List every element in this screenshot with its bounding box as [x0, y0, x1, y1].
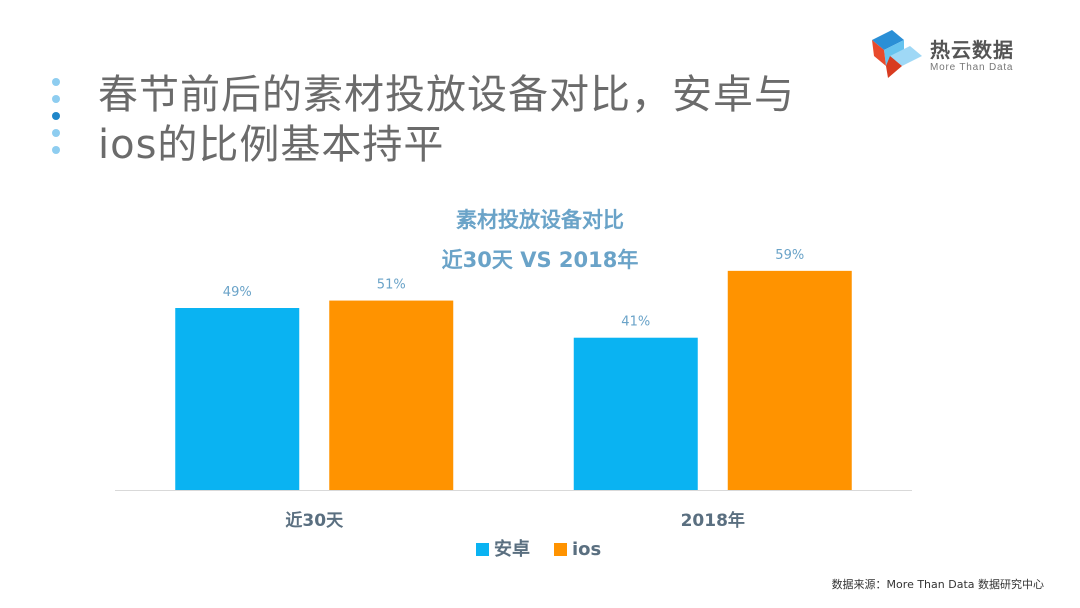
bullet-dot-icon [52, 112, 60, 120]
title-bullet-dots [52, 78, 64, 163]
bar-安卓-近30天 [175, 308, 300, 490]
logo-name: 热云数据 [930, 38, 1014, 62]
data-label: 59% [775, 248, 804, 263]
slide-title: 春节前后的素材投放设备对比，安卓与ios的比例基本持平 [98, 72, 795, 168]
source-note: 数据来源：More Than Data 数据研究中心 [831, 578, 1044, 591]
legend-swatch [476, 543, 489, 556]
cube-logo-icon [872, 30, 922, 78]
legend-label: ios [572, 539, 601, 560]
chart-subtitle: 近30天 VS 2018年 [441, 248, 639, 272]
bar-ios-近30天 [329, 300, 454, 490]
x-tick-label: 近30天 [285, 510, 344, 531]
chart-title: 素材投放设备对比 [456, 208, 624, 232]
bullet-dot-icon [52, 78, 60, 86]
bullet-dot-icon [52, 146, 60, 154]
data-label: 51% [377, 278, 406, 293]
bar-安卓-2018年 [573, 337, 698, 490]
data-label: 49% [223, 285, 252, 300]
bullet-dot-icon [52, 95, 60, 103]
bar-ios-2018年 [727, 270, 852, 490]
x-tick-label: 2018年 [681, 510, 745, 531]
legend-label: 安卓 [494, 538, 530, 560]
brand-logo: 热云数据 More Than Data [866, 26, 1056, 82]
logo-tagline: More Than Data [930, 62, 1014, 73]
bullet-dot-icon [52, 129, 60, 137]
legend-swatch [554, 543, 567, 556]
data-label: 41% [621, 315, 650, 330]
